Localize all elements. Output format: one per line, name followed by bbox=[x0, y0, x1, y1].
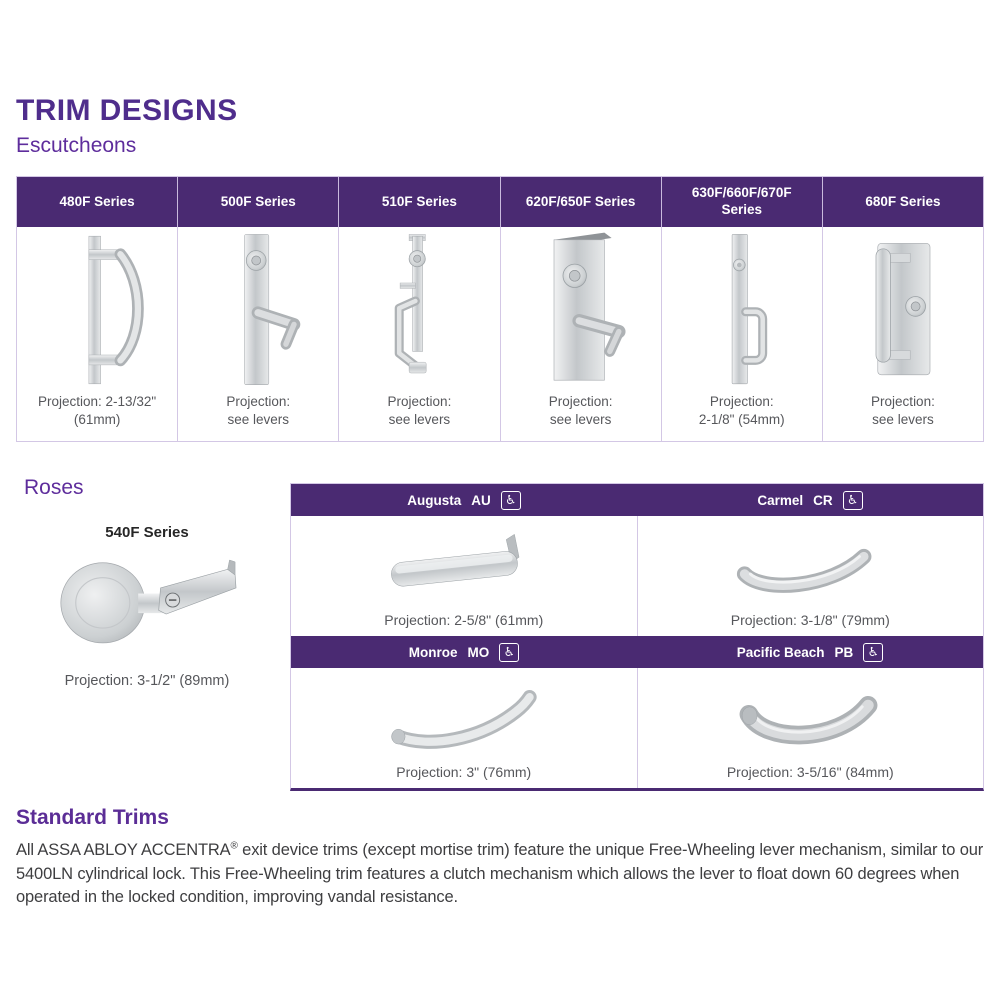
lever-header-pacific-beach: Pacific Beach PB ♿ bbox=[637, 636, 983, 668]
escutcheon-column-620f-650f: 620F/650F Series Projection: see levers bbox=[500, 177, 662, 442]
accessibility-icon: ♿ bbox=[499, 642, 520, 662]
monroe-lever-image bbox=[349, 672, 579, 764]
levers-header-row-2: Monroe MO ♿ Pacific Beach PB ♿ bbox=[291, 636, 983, 668]
roses-heading: Roses bbox=[24, 476, 84, 499]
augusta-lever-image bbox=[349, 520, 579, 612]
levers-table: Augusta AU ♿ Carmel CR ♿ bbox=[290, 483, 984, 791]
lever-cell-pacific-beach: Projection: 3-5/16" (84mm) bbox=[638, 668, 984, 788]
projection-caption-630f: Projection: 2-1/8" (54mm) bbox=[698, 394, 785, 428]
lever-name: Augusta bbox=[407, 492, 462, 508]
standard-trims-paragraph: All ASSA ABLOY ACCENTRA® exit device tri… bbox=[16, 839, 985, 910]
lever-cell-monroe: Projection: 3" (76mm) bbox=[291, 668, 638, 788]
door-pull-480f-image bbox=[17, 227, 177, 393]
lever-code: CR bbox=[813, 492, 833, 508]
registered-mark: ® bbox=[230, 840, 238, 852]
column-header-620f-650f: 620F/650F Series bbox=[500, 177, 661, 227]
projection-caption-480f: Projection: 2-13/32" (61mm) bbox=[38, 394, 157, 428]
carmel-lever-image bbox=[695, 520, 925, 612]
pacific-beach-projection: Projection: 3-5/16" (84mm) bbox=[726, 764, 894, 780]
column-header-500f: 500F Series bbox=[178, 177, 339, 227]
lever-code: MO bbox=[467, 644, 490, 660]
column-header-510f: 510F Series bbox=[339, 177, 500, 227]
roses-projection-caption: Projection: 3-1/2" (89mm) bbox=[64, 673, 230, 689]
lever-escutcheon-620f-image bbox=[501, 227, 661, 393]
escutcheons-heading: Escutcheons bbox=[16, 134, 137, 157]
column-header-680f: 680F Series bbox=[822, 177, 984, 227]
pull-plate-680f-image bbox=[823, 227, 983, 393]
monroe-projection: Projection: 3" (76mm) bbox=[396, 764, 532, 780]
standard-trims-heading: Standard Trims bbox=[16, 806, 169, 829]
accessibility-icon: ♿ bbox=[500, 490, 521, 510]
escutcheons-table: 480F Series Projection: 2-13/32" (61mm) … bbox=[16, 176, 984, 443]
carmel-projection: Projection: 3-1/8" (79mm) bbox=[730, 612, 890, 628]
levers-header-row-1: Augusta AU ♿ Carmel CR ♿ bbox=[291, 484, 983, 516]
page-title: TRIM DESIGNS bbox=[16, 94, 238, 127]
column-header-630f-660f-670f: 630F/660F/670F Series bbox=[661, 177, 822, 227]
projection-caption-510f: Projection: see levers bbox=[387, 394, 452, 428]
accessibility-icon: ♿ bbox=[842, 490, 863, 510]
lever-code: AU bbox=[471, 492, 491, 508]
levers-body-row-2: Projection: 3" (76mm) Projection: 3-5/16… bbox=[291, 668, 983, 788]
augusta-projection: Projection: 2-5/8" (61mm) bbox=[384, 612, 544, 628]
pull-trim-510f-image bbox=[339, 227, 499, 393]
column-header-480f: 480F Series bbox=[17, 177, 178, 227]
roses-section: Roses 540F Series Projection: 3-1/2" (89… bbox=[16, 476, 278, 689]
lever-header-augusta: Augusta AU ♿ bbox=[291, 484, 637, 516]
accessibility-icon: ♿ bbox=[863, 642, 884, 662]
lever-header-carmel: Carmel CR ♿ bbox=[637, 484, 983, 516]
escutcheon-column-630f-660f-670f: 630F/660F/670F Series Projection: 2-1/8"… bbox=[661, 177, 823, 442]
escutcheon-column-680f: 680F Series Projection: see levers bbox=[822, 177, 984, 441]
projection-caption-680f: Projection: see levers bbox=[871, 394, 935, 428]
lever-cell-augusta: Projection: 2-5/8" (61mm) bbox=[291, 516, 638, 636]
lever-name: Carmel bbox=[757, 492, 804, 508]
lever-code: PB bbox=[834, 644, 854, 660]
pacific-beach-lever-image bbox=[695, 672, 925, 764]
lever-cell-carmel: Projection: 3-1/8" (79mm) bbox=[638, 516, 984, 636]
thumbpiece-trim-630f-image bbox=[662, 227, 822, 393]
levers-body-row-1: Projection: 2-5/8" (61mm) Projection: 3-… bbox=[291, 516, 983, 636]
rose-lever-540f-image bbox=[16, 545, 278, 657]
standard-trims-section: Standard Trims All ASSA ABLOY ACCENTRA® … bbox=[16, 806, 985, 910]
escutcheon-column-500f: 500F Series Projection: see levers bbox=[178, 177, 340, 442]
projection-caption-500f: Projection: see levers bbox=[226, 394, 291, 428]
escutcheon-column-480f: 480F Series Projection: 2-13/32" (61mm) bbox=[17, 177, 179, 442]
paragraph-text: All ASSA ABLOY ACCENTRA bbox=[16, 841, 231, 859]
lever-plate-500f-image bbox=[178, 227, 338, 393]
paragraph-text: exit device trims (except mortise trim) … bbox=[16, 841, 984, 907]
roses-series-label: 540F Series bbox=[105, 524, 189, 541]
lever-name: Monroe bbox=[408, 644, 458, 660]
projection-caption-620f: Projection: see levers bbox=[548, 394, 613, 428]
lever-name: Pacific Beach bbox=[736, 644, 825, 660]
lever-header-monroe: Monroe MO ♿ bbox=[291, 636, 637, 668]
escutcheon-column-510f: 510F Series Projection: see levers bbox=[339, 177, 501, 442]
